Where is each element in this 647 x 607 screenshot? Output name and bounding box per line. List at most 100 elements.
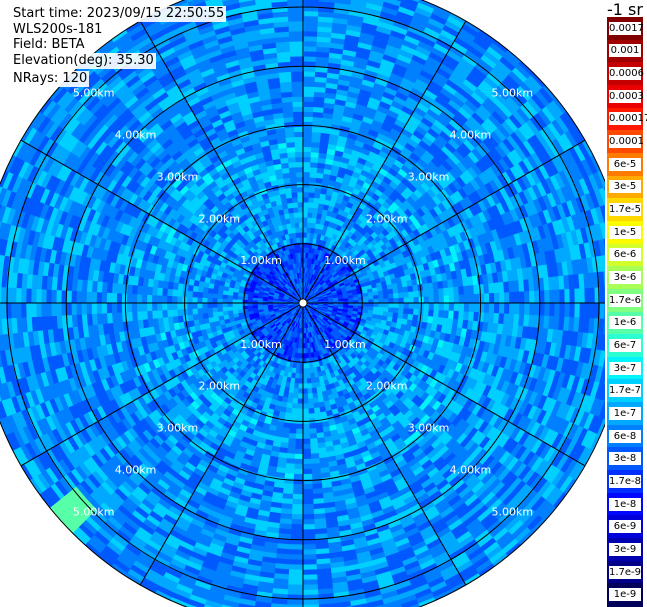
data-gate [337,321,344,327]
data-gate [312,286,317,292]
data-gate [549,174,562,192]
data-gate [310,293,316,298]
data-gate [465,181,478,195]
data-gate [490,147,504,162]
data-gate [376,72,391,83]
data-gate [471,190,483,204]
data-gate [590,207,601,227]
data-gate [421,135,434,148]
data-gate [403,297,410,304]
data-gate [291,498,303,505]
data-gate [320,311,327,315]
data-gate [310,156,319,163]
data-gate [483,495,500,510]
data-gate [310,263,314,270]
data-gate [439,406,451,418]
data-gate [536,394,548,411]
data-gate [470,91,487,106]
data-gate [412,147,425,159]
data-gate [316,271,322,277]
data-gate [303,171,311,178]
data-gate [569,303,576,319]
data-gate [314,312,320,317]
data-gate [325,329,331,335]
data-gate [492,39,510,54]
data-gate [401,77,417,89]
data-gate [393,62,409,74]
data-gate [466,427,479,441]
data-gate [308,186,316,193]
data-gate [297,398,303,405]
data-gate [372,39,389,50]
data-gate [467,276,474,287]
data-gate [407,204,418,215]
data-gate [372,310,379,316]
data-gate [313,269,318,276]
data-gate [309,176,317,183]
data-gate [497,173,509,189]
data-gate [367,328,375,335]
data-gate [303,96,315,103]
data-gate [358,324,365,331]
data-gate [564,303,571,319]
data-gate [423,303,430,311]
data-gate [498,534,516,551]
data-gate [320,132,331,140]
data-gate [593,399,605,419]
data-gate [476,394,488,408]
data-gate [508,313,515,327]
data-gate [522,157,536,174]
data-gate [370,231,379,240]
data-gate [424,164,436,176]
data-gate [481,455,496,470]
data-gate [428,198,439,209]
data-gate [319,218,326,226]
data-gate [408,308,415,316]
data-gate [480,471,495,486]
data-gate [305,282,308,289]
data-gate [459,57,476,72]
data-gate [517,530,534,546]
data-gate [467,95,483,110]
data-gate [489,130,504,146]
data-gate [327,305,334,308]
data-gate [433,441,446,454]
data-gate [415,125,429,137]
data-gate [559,303,566,318]
data-gate [537,109,553,127]
data-gate [311,293,317,298]
data-gate [318,303,324,306]
data-gate [311,126,323,133]
data-gate [440,239,450,250]
data-gate [451,444,465,458]
data-gate [498,157,511,173]
data-gate [426,434,439,447]
data-gate [316,294,323,298]
data-gate [539,290,546,305]
data-gate [556,372,567,389]
data-gate [333,335,339,341]
data-gate [480,79,497,95]
data-gate [425,375,435,387]
data-gate [384,113,398,125]
data-gate [526,515,543,533]
data-gate [441,486,456,500]
data-gate [540,483,556,501]
data-gate [497,434,511,450]
data-gate [483,312,490,324]
data-gate [312,300,319,302]
data-gate [565,231,575,248]
data-gate [355,51,371,61]
data-gate [397,287,404,294]
data-gate [317,297,324,300]
data-gate [540,354,550,370]
data-gate [411,15,430,28]
data-gate [523,78,540,96]
data-gate [335,313,342,318]
data-gate [564,130,579,149]
data-gate [332,342,339,349]
data-gate [373,363,382,372]
data-gate [482,541,500,557]
data-gate [376,105,391,115]
data-gate [303,252,306,258]
